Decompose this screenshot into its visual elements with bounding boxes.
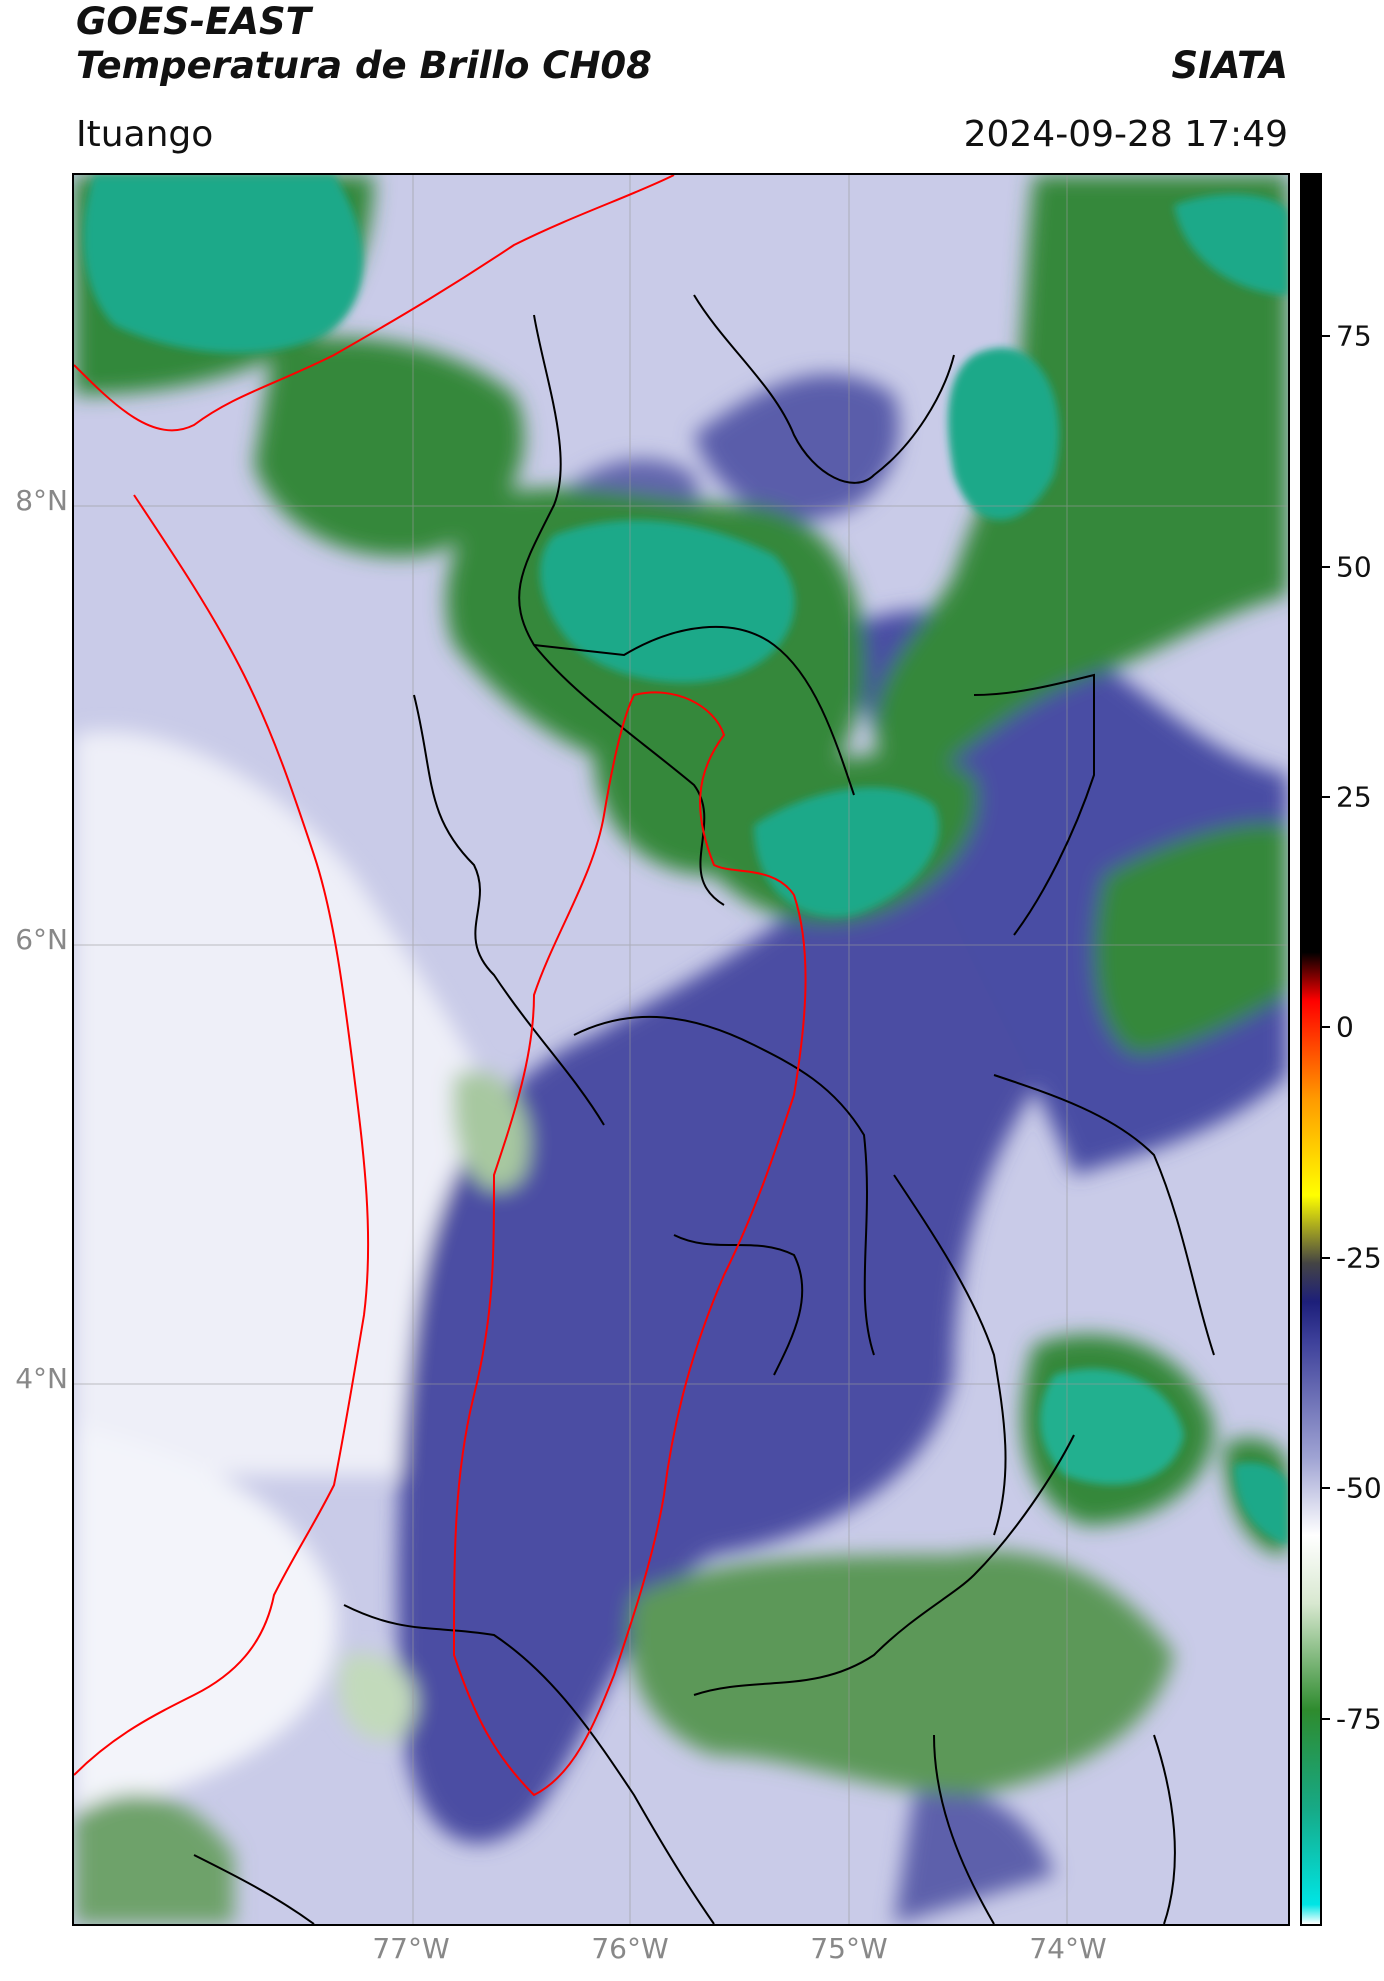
product-title: Temperatura de Brillo CH08 (76, 44, 652, 87)
lon-label-76w: 76°W (591, 1932, 669, 1965)
datetime-label: 2024-09-28 17:49 (963, 114, 1288, 155)
colorbar-tick (1322, 1257, 1330, 1259)
colorbar-label-25: 25 (1336, 780, 1372, 814)
colorbar-label-minus50: -50 (1336, 1471, 1382, 1505)
colorbar-label-0: 0 (1336, 1010, 1354, 1044)
ituango-boundary (74, 175, 807, 1797)
colorbar (1300, 173, 1322, 1926)
map-canvas (74, 175, 1288, 1924)
lon-label-77w: 77°W (372, 1932, 450, 1965)
colorbar-tick (1322, 1718, 1330, 1720)
graticule (74, 175, 1288, 1924)
colorbar-tick (1322, 796, 1330, 798)
satellite-title: GOES-EAST (76, 0, 311, 43)
colorbar-tick (1322, 1026, 1330, 1028)
cold-cloud-tops (83, 175, 1288, 1545)
brand-label: SIATA (1171, 44, 1288, 87)
colorbar-tick (1322, 1487, 1330, 1489)
colorbar-tick (1322, 566, 1330, 568)
lat-label-6n: 6°N (15, 923, 68, 956)
colorbar-label-75: 75 (1336, 319, 1372, 353)
colorbar-label-minus75: -75 (1336, 1702, 1382, 1736)
lon-label-75w: 75°W (810, 1932, 888, 1965)
colorbar-label-50: 50 (1336, 550, 1372, 584)
lat-label-4n: 4°N (15, 1362, 68, 1395)
lat-label-8n: 8°N (15, 484, 68, 517)
region-label: Ituango (76, 114, 214, 155)
colorbar-label-minus25: -25 (1336, 1241, 1382, 1275)
colorbar-tick (1322, 335, 1330, 337)
department-borders (193, 294, 1215, 1924)
satellite-map (72, 173, 1290, 1926)
lon-label-74w: 74°W (1029, 1932, 1107, 1965)
